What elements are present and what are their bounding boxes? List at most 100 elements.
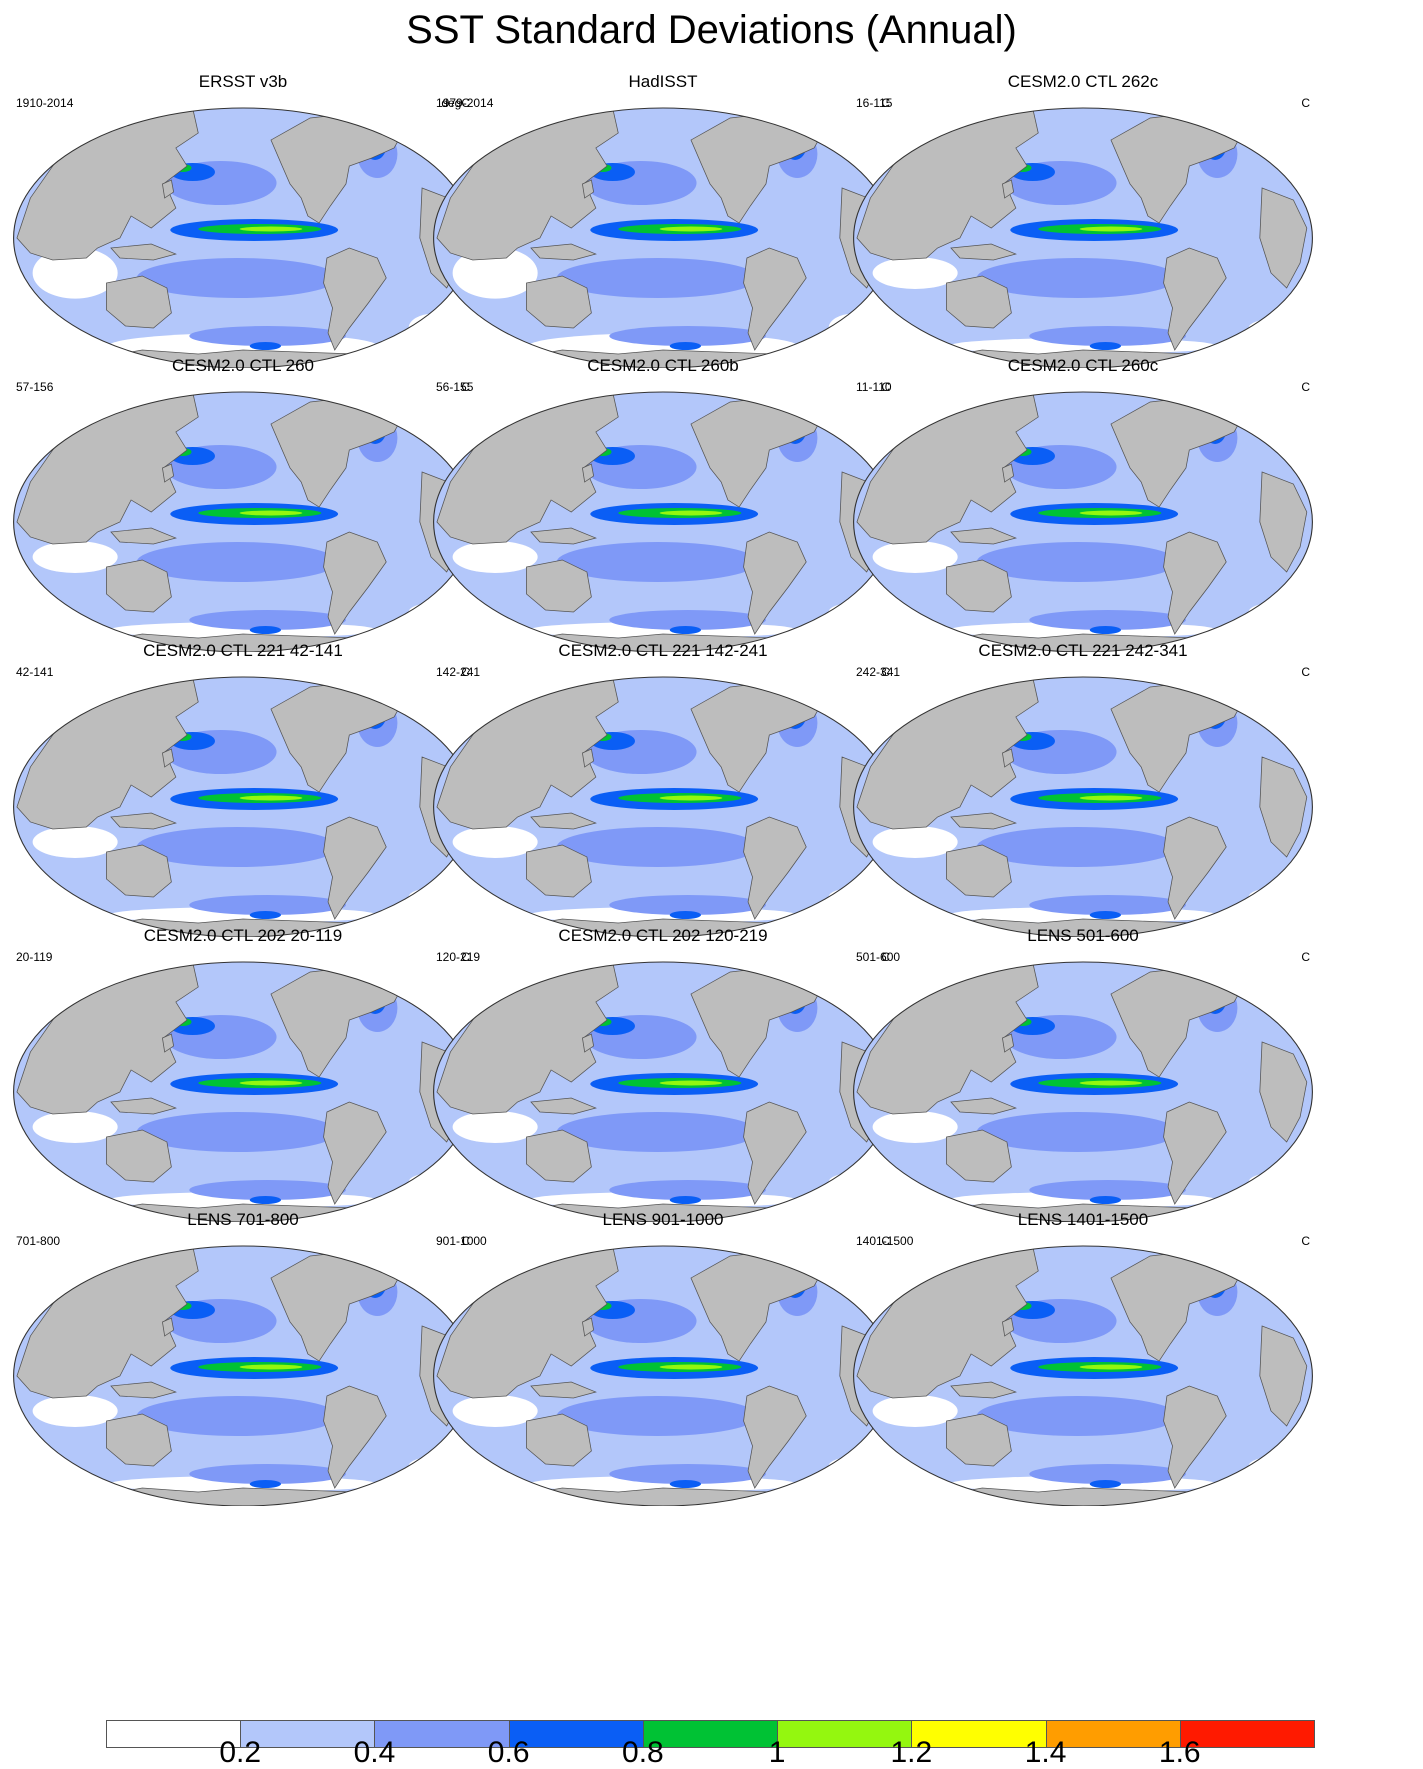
sst-contour-region xyxy=(659,510,723,516)
land-greenland xyxy=(796,1246,845,1267)
land-japan xyxy=(582,1317,595,1337)
map-panel: ERSST v3b 1910-2014 degC xyxy=(8,72,478,382)
land-samerica xyxy=(743,247,807,351)
sst-contour-region xyxy=(136,258,339,298)
sst-contour-region xyxy=(872,1395,958,1427)
sst-std-map xyxy=(853,107,1313,368)
land-indonesia xyxy=(110,527,177,545)
panel-year-range: 1401-1500 xyxy=(856,1234,914,1248)
land-samerica xyxy=(323,1101,387,1205)
panel-year-range: 1979-2014 xyxy=(436,96,494,110)
panel-title: ERSST v3b xyxy=(198,72,288,91)
land-australia xyxy=(526,844,592,898)
panel-year-range: 57-156 xyxy=(16,380,54,394)
sst-std-map xyxy=(13,107,473,368)
land-samerica xyxy=(323,816,387,920)
sst-contour-region xyxy=(976,1112,1179,1152)
panel-year-range: 1910-2014 xyxy=(16,96,74,110)
panel-units: C xyxy=(881,950,890,964)
panel-year-range: 701-800 xyxy=(16,1234,61,1248)
sst-contour-region xyxy=(1029,1180,1186,1200)
sst-contour-region xyxy=(669,342,702,350)
sst-contour-region xyxy=(556,542,759,582)
land-australia xyxy=(106,844,172,898)
colorbar-swatch xyxy=(240,1720,376,1748)
sst-contour-region xyxy=(556,258,759,298)
land-samerica xyxy=(1163,1101,1227,1205)
sst-contour-region xyxy=(452,541,538,573)
land-indonesia xyxy=(950,812,1017,830)
land-japan xyxy=(162,1033,175,1053)
sst-std-map xyxy=(853,391,1313,652)
land-japan xyxy=(1002,1317,1015,1337)
sst-contour-region xyxy=(1089,911,1122,919)
panel-year-range: 42-141 xyxy=(16,665,54,679)
sst-contour-region xyxy=(239,1080,303,1086)
colorbar-swatch xyxy=(106,1720,242,1748)
sst-contour-region xyxy=(1089,626,1122,634)
sst-contour-region xyxy=(189,326,346,346)
map-panel: CESM2.0 CTL 260c 11-110 C xyxy=(848,356,1318,666)
land-greenland xyxy=(796,677,845,698)
sst-contour-region xyxy=(659,226,723,232)
land-australia xyxy=(526,1413,592,1467)
sst-contour-region xyxy=(1089,342,1122,350)
map-panel: CESM2.0 CTL 260b 56-155 C xyxy=(428,356,898,666)
sst-std-map xyxy=(853,676,1313,937)
sst-contour-region xyxy=(556,827,759,867)
sst-contour-region xyxy=(189,1180,346,1200)
sst-contour-region xyxy=(976,258,1179,298)
sst-std-map xyxy=(13,961,473,1222)
land-indonesia xyxy=(530,1097,597,1115)
land-indonesia xyxy=(950,1381,1017,1399)
land-samerica xyxy=(743,531,807,635)
panel-units: C xyxy=(1301,380,1310,394)
sst-contour-region xyxy=(1089,1480,1122,1488)
land-indonesia xyxy=(530,1381,597,1399)
sst-contour-region xyxy=(32,1395,118,1427)
map-panel: CESM2.0 CTL 221 242-341 242-341 C xyxy=(848,641,1318,951)
land-indonesia xyxy=(110,243,177,261)
panel-units: C xyxy=(461,380,470,394)
sst-std-map xyxy=(433,107,893,368)
land-japan xyxy=(582,463,595,483)
panel-title: CESM2.0 CTL 262c xyxy=(1007,72,1159,91)
land-africa xyxy=(1259,1041,1308,1143)
land-greenland xyxy=(796,962,845,983)
sst-contour-region xyxy=(609,1464,766,1484)
sst-contour-region xyxy=(1079,795,1143,801)
land-australia xyxy=(526,275,592,329)
land-indonesia xyxy=(530,812,597,830)
land-samerica xyxy=(1163,247,1227,351)
panel-year-range: 56-155 xyxy=(436,380,474,394)
map-panel: LENS 1401-1500 1401-1500 C xyxy=(848,1210,1318,1520)
map-panel: HadISST 1979-2014 C xyxy=(428,72,898,382)
panel-units: C xyxy=(881,665,890,679)
panel-units: C xyxy=(1301,950,1310,964)
land-samerica xyxy=(743,816,807,920)
land-australia xyxy=(526,1129,592,1183)
sst-std-map xyxy=(853,1245,1313,1506)
land-japan xyxy=(582,1033,595,1053)
map-panel: CESM2.0 CTL 202 120-219 120-219 C xyxy=(428,926,898,1236)
colorbar-swatch xyxy=(374,1720,510,1748)
land-greenland xyxy=(796,108,845,129)
panel-title: CESM2.0 CTL 221 42-141 xyxy=(143,641,343,660)
land-japan xyxy=(1002,463,1015,483)
panel-year-range: 901-1000 xyxy=(436,1234,487,1248)
sst-contour-region xyxy=(32,1111,118,1143)
sst-contour-region xyxy=(249,911,282,919)
land-samerica xyxy=(323,531,387,635)
land-indonesia xyxy=(110,812,177,830)
panel-units: C xyxy=(461,950,470,964)
sst-contour-region xyxy=(452,1111,538,1143)
sst-contour-region xyxy=(1248,603,1298,621)
panel-units: C xyxy=(1301,1234,1310,1248)
land-australia xyxy=(106,1129,172,1183)
sst-contour-region xyxy=(1248,319,1298,337)
panel-units: C xyxy=(461,665,470,679)
map-panel: CESM2.0 CTL 221 42-141 42-141 C xyxy=(8,641,478,951)
panel-year-range: 501-600 xyxy=(856,950,901,964)
colorbar-swatch xyxy=(508,1720,644,1748)
panel-units: C xyxy=(881,380,890,394)
